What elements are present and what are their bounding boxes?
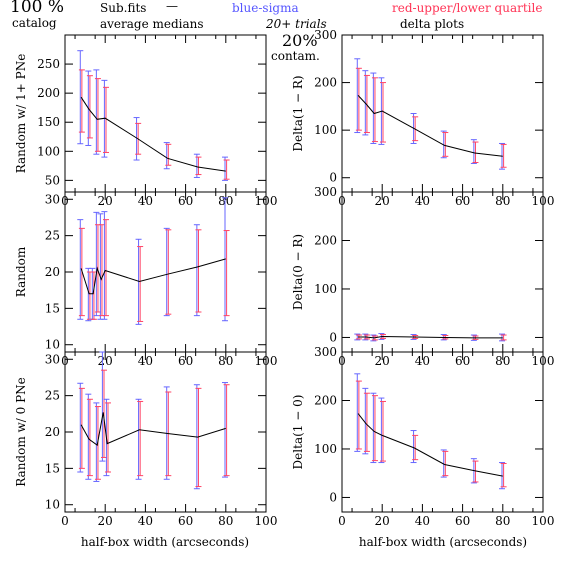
median-line	[80, 258, 226, 295]
x-tick-label: 60	[455, 354, 470, 368]
x-tick-label: 20	[98, 514, 113, 528]
x-tick-label: 80	[495, 194, 510, 208]
y-tick-label: 300	[314, 345, 337, 359]
x-tick-label: 60	[178, 514, 193, 528]
median-line	[80, 412, 226, 446]
header-contam-pct: 20%	[282, 31, 318, 50]
chart-right-bottom: 0 20 40 60 80 100 0 100 200 300 Delta(1 − 0)	[291, 345, 554, 528]
x-tick-label: 60	[178, 194, 193, 208]
plot-frame	[341, 351, 544, 513]
x-tick-label: 60	[455, 514, 470, 528]
y-axis-label: Delta(1 − 0)	[291, 395, 305, 470]
plot-frame	[341, 191, 544, 353]
x-tick-label: 60	[178, 354, 193, 368]
x-tick-label: 40	[415, 514, 430, 528]
y-axis-label: Random w/ 1+ PNe	[14, 54, 28, 174]
x-tick-label: 20	[375, 194, 390, 208]
y-tick-label: 50	[45, 173, 60, 187]
y-tick-label: 200	[314, 393, 337, 407]
median-line	[80, 96, 226, 172]
median-line	[357, 95, 503, 157]
header-trials: 20+ trials	[266, 17, 327, 31]
y-tick-label: 15	[45, 301, 60, 315]
y-tick-label: 250	[37, 57, 60, 71]
left-x-axis-label: half-box width (arcseconds)	[81, 535, 249, 549]
x-tick-label: 60	[455, 194, 470, 208]
x-tick-label: 80	[218, 514, 233, 528]
y-tick-label: 300	[314, 28, 337, 42]
y-tick-label: 25	[45, 389, 60, 403]
header-percent: 100 %	[10, 0, 65, 17]
y-tick-label: 0	[329, 490, 337, 504]
x-tick-label: 80	[495, 514, 510, 528]
y-tick-label: 100	[314, 442, 337, 456]
y-tick-label: 100	[37, 144, 60, 158]
header-catalog: catalog	[12, 16, 57, 30]
y-tick-label: 150	[37, 115, 60, 129]
y-tick-label: 200	[37, 86, 60, 100]
median-line	[357, 413, 503, 477]
y-tick-label: 20	[45, 425, 60, 439]
header-subfits: Sub.fits	[100, 1, 147, 15]
x-tick-label: 100	[255, 514, 278, 528]
y-tick-label: 20	[45, 265, 60, 279]
y-tick-label: 10	[45, 338, 60, 352]
x-tick-label: 20	[98, 354, 113, 368]
x-tick-label: 100	[532, 514, 555, 528]
x-tick-label: 40	[138, 514, 153, 528]
plot-frame	[341, 34, 544, 193]
y-tick-label: 200	[314, 76, 337, 90]
median-line	[358, 335, 503, 339]
x-tick-label: 80	[218, 354, 233, 368]
x-tick-label: 80	[495, 354, 510, 368]
y-tick-label: 25	[45, 229, 60, 243]
y-tick-label: 0	[329, 330, 337, 344]
y-tick-label: 30	[45, 192, 60, 206]
x-tick-label: 0	[61, 514, 69, 528]
y-tick-label: 30	[45, 352, 60, 366]
header-dash: —	[166, 0, 178, 13]
x-tick-label: 20	[375, 354, 390, 368]
header-delta-plots: delta plots	[400, 17, 465, 31]
x-tick-label: 40	[415, 354, 430, 368]
x-tick-label: 20	[98, 194, 113, 208]
header-average-medians: average medians	[100, 17, 204, 31]
x-tick-label: 20	[375, 514, 390, 528]
y-tick-label: 15	[45, 461, 60, 475]
x-tick-label: 80	[218, 194, 233, 208]
y-tick-label: 10	[45, 498, 60, 512]
plot-frame	[64, 351, 267, 513]
y-axis-label: Delta(0 − R)	[291, 234, 305, 310]
y-tick-label: 100	[314, 123, 337, 137]
y-tick-label: 200	[314, 233, 337, 247]
right-x-axis-label: half-box width (arcseconds)	[359, 535, 527, 549]
x-tick-label: 40	[138, 354, 153, 368]
x-tick-label: 0	[338, 514, 346, 528]
y-tick-label: 300	[314, 185, 337, 199]
x-tick-label: 40	[138, 194, 153, 208]
header-contam: contam.	[271, 49, 320, 63]
x-tick-label: 40	[415, 194, 430, 208]
y-axis-label: Random	[14, 246, 28, 297]
y-axis-label: Random w/ 0 PNe	[14, 377, 28, 487]
y-tick-label: 0	[329, 171, 337, 185]
y-axis-label: Delta(1 − R)	[291, 75, 305, 151]
header-red-quartile: red-upper/lower quartile	[392, 1, 543, 15]
chart-left-bottom: 0 20 40 60 80 100 10 15 20 25 30 Random w/ 0 PNe	[14, 351, 278, 528]
header-blue-sigma: blue-sigma	[232, 1, 299, 15]
y-tick-label: 100	[314, 282, 337, 296]
